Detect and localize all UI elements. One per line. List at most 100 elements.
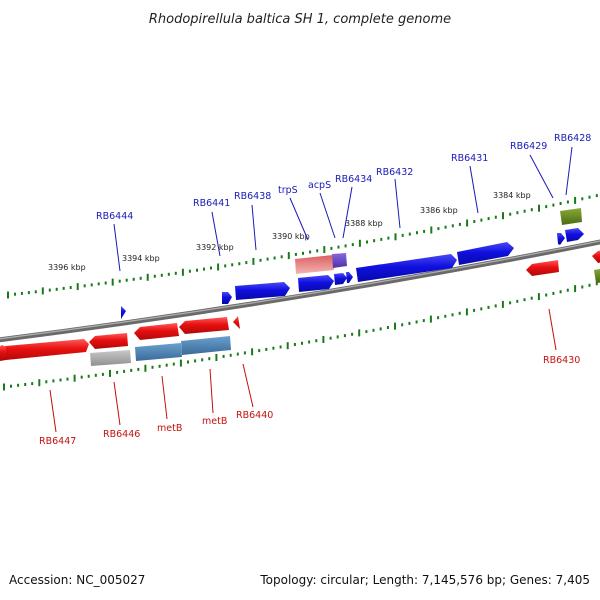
outer-ruler-tick [351, 243, 354, 247]
inner-ruler-tick [401, 323, 404, 327]
gene-rb6440-arrow[interactable] [233, 316, 240, 329]
outer-ruler-tick [380, 237, 383, 241]
outer-ruler-tick [125, 278, 128, 282]
outer-ruler-tick [266, 257, 269, 261]
inner-ruler-tick [208, 357, 211, 361]
outer-ruler-tick [76, 283, 79, 291]
inner-ruler-tick [458, 311, 461, 315]
label-rb6438[interactable]: RB6438 [234, 191, 271, 202]
inner-ruler-tick [236, 352, 239, 356]
gene-rb6432-arrow[interactable] [356, 254, 457, 282]
outer-ruler-tick [344, 244, 347, 248]
label-rb6431[interactable]: RB6431 [451, 153, 488, 164]
label-rb6428[interactable]: RB6428 [554, 133, 591, 144]
outer-ruler-tick [181, 268, 184, 276]
inner-ruler-tick [101, 372, 104, 376]
feature-edge-olive-bar[interactable] [594, 268, 600, 283]
outer-ruler-tick [330, 246, 333, 250]
outer-ruler-tick [473, 220, 476, 223]
inner-ruler-tick [144, 364, 147, 372]
outer-ruler-tick [34, 290, 37, 294]
outer-ruler-tick [146, 273, 149, 281]
outer-ruler-tick [280, 255, 283, 259]
gene-rb6430-arrow[interactable] [526, 260, 559, 276]
gene-trps-bar[interactable] [295, 255, 334, 274]
feature-steelblue-bar-1[interactable] [135, 343, 182, 361]
inner-ruler-tick [24, 383, 27, 386]
inner-ruler-tick [73, 374, 76, 382]
inner-ruler-tick [343, 334, 346, 338]
outer-ruler-tick [444, 225, 447, 229]
gene-rb6428-arrow[interactable] [565, 228, 584, 242]
outer-ruler-tick [509, 212, 512, 216]
ruler-label-3396: 3396 kbp [48, 263, 86, 272]
inner-ruler-tick [10, 384, 12, 388]
inner-ruler-tick [17, 383, 20, 387]
outer-ruler-tick [559, 202, 562, 205]
outer-ruler-tick [174, 271, 177, 275]
gene-rb6446-arrow[interactable] [89, 333, 128, 349]
inner-ruler-tick [545, 293, 548, 297]
feature-olive-bar[interactable] [560, 208, 582, 225]
label-rb6440[interactable]: RB6440 [236, 410, 273, 421]
label-rb6441[interactable]: RB6441 [193, 198, 230, 209]
gene-metb2-arrow[interactable] [179, 317, 229, 334]
topology-summary: Topology: circular; Length: 7,145,576 bp… [260, 573, 590, 587]
label-rb6432[interactable]: RB6432 [376, 167, 413, 178]
outer-ruler-tick [566, 200, 569, 204]
inner-ruler-tick [537, 293, 540, 301]
inner-ruler-tick [38, 379, 41, 387]
outer-ruler-tick [416, 231, 418, 235]
gene-rb6434-arrow[interactable] [334, 273, 347, 285]
inner-ruler-tick [501, 300, 504, 308]
inner-ruler-tick [581, 285, 584, 289]
inner-ruler-tick [509, 301, 512, 305]
inner-ruler-tick [329, 336, 332, 340]
inner-ruler-tick [552, 291, 555, 295]
label-acps[interactable]: acpS [308, 180, 331, 191]
label-rb6434[interactable]: RB6434 [335, 174, 372, 185]
outer-ruler-tick [167, 272, 170, 276]
gene-rb6438-arrow[interactable] [235, 282, 290, 300]
inner-ruler-tick [386, 326, 389, 329]
label-rb6444[interactable]: RB6444 [96, 211, 133, 222]
inner-ruler-tick [243, 351, 246, 355]
outer-ruler-tick [97, 282, 100, 286]
gene-rb6434b-arrow[interactable] [346, 272, 353, 283]
inner-ruler-tick [588, 283, 591, 287]
gene-acps-arrow[interactable] [298, 275, 334, 292]
inner-ruler-tick [279, 345, 282, 349]
feature-grey-bar[interactable] [90, 350, 131, 366]
outer-ruler-tick [581, 197, 584, 201]
outer-ruler-tick [316, 249, 319, 253]
inner-ruler-tick [222, 354, 225, 358]
inner-ruler-tick [165, 363, 168, 367]
feature-purple-bar[interactable] [332, 253, 347, 268]
label-rb6447[interactable]: RB6447 [39, 436, 76, 447]
outer-ruler-tick [203, 267, 205, 271]
outer-ruler-tick [437, 227, 440, 231]
label-rb6430[interactable]: RB6430 [543, 355, 580, 366]
outer-ruler-tick [387, 236, 390, 240]
gene-metb-arrow[interactable] [134, 323, 179, 340]
gene-rb6444-arrow[interactable] [121, 306, 126, 319]
gene-rb6447-arrow[interactable] [0, 339, 89, 361]
label-trps[interactable]: trpS [278, 185, 298, 196]
gene-rb6431-arrow[interactable] [457, 242, 514, 265]
label-rb6446[interactable]: RB6446 [103, 429, 140, 440]
gene-edge-red-arrow[interactable] [592, 250, 600, 263]
outer-ruler-tick [132, 277, 135, 281]
gene-rb6441-arrow[interactable] [222, 292, 232, 304]
gene-rb6447b-arrow[interactable] [0, 345, 6, 360]
gene-rb6429-arrow[interactable] [557, 233, 565, 245]
feature-steelblue-bar-2[interactable] [181, 336, 231, 355]
label-rb6429[interactable]: RB6429 [510, 141, 547, 152]
inner-ruler-tick [408, 321, 411, 325]
map-title: Rhodopirellula baltica SH 1, complete ge… [149, 12, 451, 27]
inner-ruler-tick [87, 374, 90, 378]
outer-ruler-tick [574, 196, 577, 204]
label-metb-2[interactable]: metB [202, 416, 227, 427]
inner-ruler-tick [272, 346, 275, 350]
inner-ruler-tick [394, 322, 396, 330]
label-metb-1[interactable]: metB [157, 423, 182, 434]
